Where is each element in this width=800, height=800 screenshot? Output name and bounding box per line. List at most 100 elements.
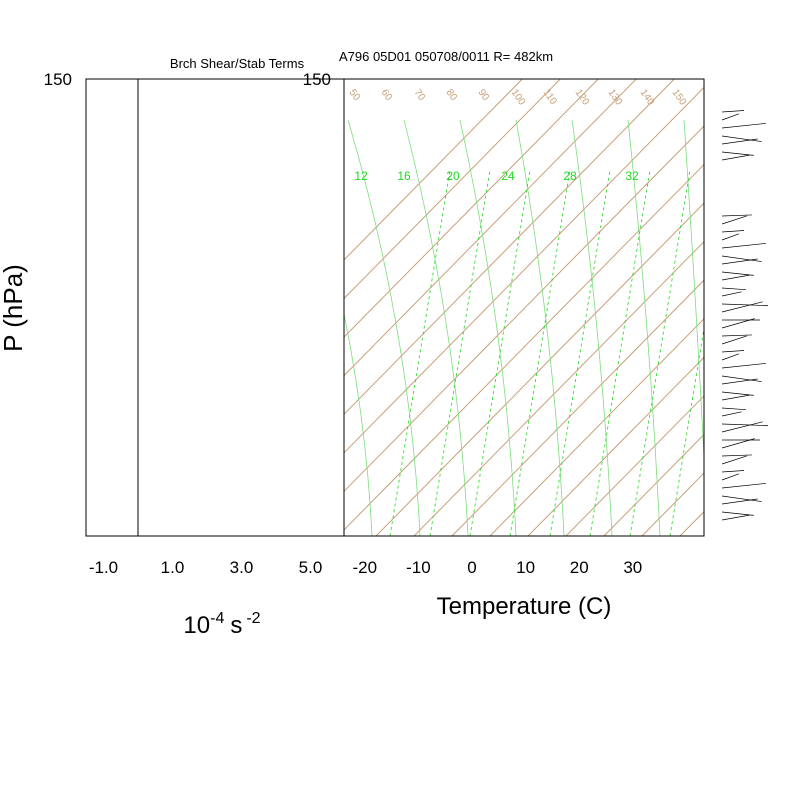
wind-barb	[721, 498, 758, 505]
wind-barb	[721, 214, 752, 217]
wind-barb-column	[721, 110, 768, 521]
isotherm-label: 70	[412, 87, 428, 103]
wind-barb-shaft	[721, 301, 763, 313]
wind-barb	[721, 391, 754, 396]
wind-barb	[721, 423, 768, 426]
left-x-axis-title: 10-4 s -2	[183, 610, 260, 639]
isotherm-label: 50	[347, 87, 363, 103]
wind-barb-shaft	[721, 243, 766, 249]
dry-adiabat-line	[527, 356, 704, 536]
isotherm-label: 130	[606, 87, 625, 107]
dry-adiabat-line	[565, 395, 704, 536]
mixing-ratio-line	[710, 170, 770, 536]
isotherm-line	[0, 0, 774, 79]
wind-barb-shaft	[721, 470, 744, 473]
wind-barb	[721, 271, 754, 276]
isotherm-label: 110	[541, 87, 559, 107]
wind-barb	[721, 378, 758, 385]
wind-barb	[721, 233, 740, 241]
wind-barb	[721, 154, 750, 161]
left-x-tick-label: 5.0	[299, 558, 323, 577]
wind-barb-shaft	[721, 335, 747, 345]
wind-barb	[721, 243, 766, 249]
right-x-axis-title: Temperature (C)	[437, 593, 612, 620]
moist-adiabat-line	[347, 119, 421, 536]
wind-barb-shaft	[721, 151, 754, 156]
wind-barb-shaft	[721, 215, 747, 225]
wind-barb-shaft	[721, 407, 746, 411]
right-x-tick-label: -10	[406, 558, 431, 577]
wind-barb	[721, 473, 740, 481]
left-axes-frame	[85, 78, 345, 537]
dry-adiabat-line	[451, 279, 704, 536]
mixing-ratio-line	[589, 169, 651, 536]
wind-barb-shaft	[721, 214, 752, 217]
wind-barb-shaft	[721, 318, 755, 329]
right-x-tick-label: 10	[516, 558, 535, 577]
wind-barb	[721, 353, 740, 361]
wind-barb-shaft	[721, 498, 758, 505]
mixing-ratio-line	[469, 169, 531, 536]
wind-barb-shaft	[721, 391, 754, 396]
wind-barb-shaft	[721, 274, 750, 281]
dry-adiabat-line	[344, 79, 523, 261]
right-x-tick-label: -20	[353, 558, 378, 577]
y-axis-title: P (hPa)	[0, 264, 28, 352]
right-x-tick-label: 30	[623, 558, 642, 577]
wind-barb-shaft	[721, 113, 740, 121]
isotherm-label: 150	[670, 87, 689, 107]
dry-adiabat-line	[756, 59, 800, 536]
wind-barb	[721, 301, 763, 313]
wind-barb	[721, 375, 762, 382]
wind-barb	[721, 287, 746, 291]
wind-barb	[721, 215, 747, 225]
dry-adiabat-line	[344, 79, 637, 377]
wind-barb	[721, 335, 747, 345]
wind-barb	[721, 255, 762, 262]
mixing-ratio-line	[629, 169, 691, 536]
wind-barb	[721, 334, 752, 337]
wind-barb	[721, 135, 762, 142]
wind-barb	[721, 123, 766, 129]
dry-adiabat-line	[344, 86, 704, 454]
mixing-ratio-label: 12	[354, 169, 368, 183]
mixing-ratio-line	[549, 169, 611, 536]
dry-adiabat-line	[344, 125, 704, 493]
wind-barb-shaft	[721, 255, 762, 262]
wind-barb	[721, 151, 754, 156]
moist-adiabat-line	[344, 311, 373, 536]
wind-barb	[721, 350, 744, 353]
wind-barb-shaft	[721, 421, 763, 433]
wind-barb-shaft	[721, 287, 746, 291]
wind-barb-shaft	[721, 230, 744, 233]
right-x-tick-label: 20	[570, 558, 589, 577]
dry-adiabat-line	[489, 318, 704, 536]
unit-exp2: -2	[246, 610, 260, 627]
mixing-ratio-line	[669, 326, 704, 536]
wind-barb	[721, 110, 744, 113]
wind-barb-shaft	[721, 138, 758, 145]
mixing-ratio-label: 20	[446, 169, 460, 183]
dry-adiabat-line	[344, 79, 599, 338]
isotherm-label: 120	[573, 87, 592, 107]
wind-barb	[721, 438, 755, 449]
wind-barb	[721, 258, 758, 265]
wind-barb-shaft	[721, 514, 750, 521]
wind-barb-shaft	[721, 483, 766, 489]
wind-barb-shaft	[721, 110, 744, 113]
isotherm-label: 140	[638, 87, 657, 107]
isotherm-label: 60	[379, 87, 395, 103]
isotherm-line	[0, 0, 24, 79]
isotherm-line	[0, 0, 78, 79]
moist-adiabat-line	[627, 119, 661, 536]
wind-barb	[721, 421, 763, 433]
dry-adiabat-line	[344, 79, 675, 415]
right-y-tick-label: 150	[303, 70, 331, 89]
axes: 1501502002002502503003004004005005007007…	[44, 70, 705, 577]
moist-adiabat-line	[515, 119, 565, 536]
wind-barb-shaft	[721, 363, 766, 369]
isotherm-line	[0, 0, 667, 79]
wind-barb	[721, 514, 750, 521]
mixing-ratio-label: 28	[563, 169, 577, 183]
